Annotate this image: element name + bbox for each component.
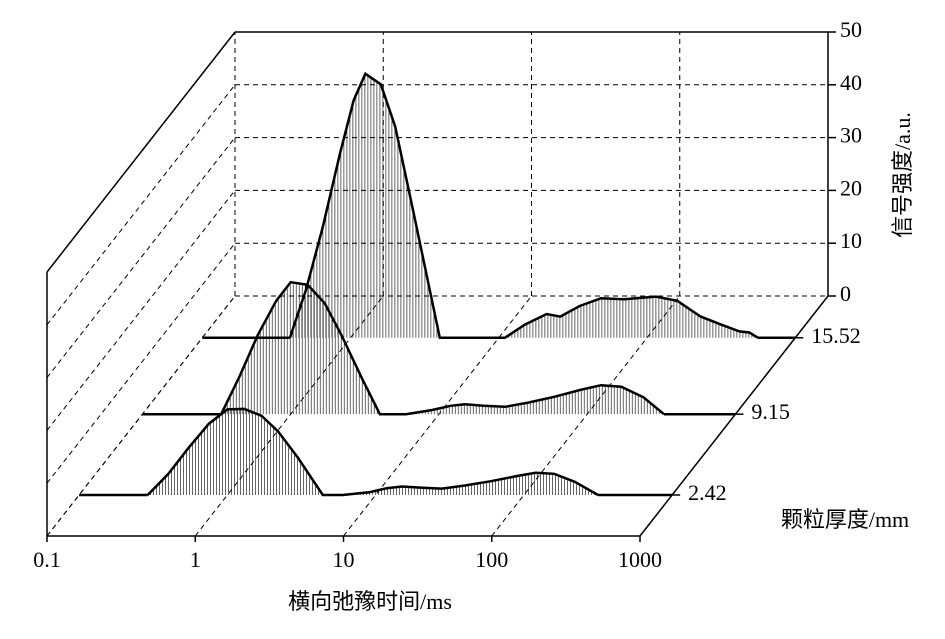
frame-edge [46,31,236,273]
series-curve [220,280,665,416]
z-tick-label: 9.15 [751,399,790,424]
grid-line [343,295,532,537]
x-tick-label: 10 [333,547,355,572]
x-tick-label: 1 [190,547,201,572]
y-tick-label: 20 [840,175,862,200]
y-tick-label: 40 [840,70,862,95]
y-tick-label: 50 [840,17,862,42]
series-curve [288,71,759,340]
grid-line [194,295,384,537]
grid-line [491,295,681,537]
grid-line [46,190,236,431]
series-curve [146,407,599,497]
grid-line [46,242,236,484]
z-tick-label: 2.42 [688,480,727,505]
z-axis-label: 颗粒厚度/mm [781,507,909,532]
x-tick-label: 1000 [618,547,662,572]
y-tick-label: 30 [840,123,862,148]
y-axis-label: 信号强度/a.u. [890,112,915,238]
x-axis-label: 横向弛豫时间/ms [288,589,452,614]
y-tick-label: 10 [840,228,862,253]
x-tick-label: 100 [475,547,508,572]
z-tick-label: 15.52 [811,323,861,348]
grid-line [46,295,236,537]
y-tick-label: 0 [840,281,851,306]
grid-line [46,137,236,378]
x-tick-label: 0.1 [33,547,61,572]
grid-line [46,84,236,326]
